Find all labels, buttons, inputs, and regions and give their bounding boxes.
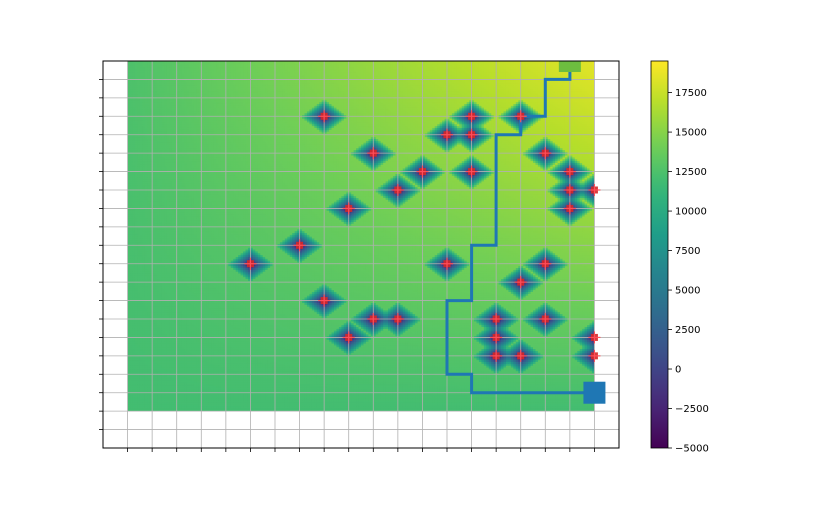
colorbar-tick-label: 2500 [675,325,700,336]
colorbar-tick-label: 5000 [675,286,700,297]
colorbar-gradient [651,61,668,448]
colorbar-tick-label: 12500 [675,167,707,178]
colorbar-tick-label: 7500 [675,246,700,257]
colorbar-tick-label: −5000 [675,444,709,455]
colorbar-tick-label: 0 [675,365,681,376]
colorbar-tick-label: 17500 [675,88,707,99]
heatmap-field [128,61,595,412]
colorbar-tick-label: 10000 [675,207,707,218]
start-marker [583,382,605,404]
colorbar-tick-label: −2500 [675,404,709,415]
colorbar-tick-label: 15000 [675,128,707,139]
colorbar: 17500 15000 12500 10000 7500 5000 2500 0 −2500 −5… [651,61,709,455]
